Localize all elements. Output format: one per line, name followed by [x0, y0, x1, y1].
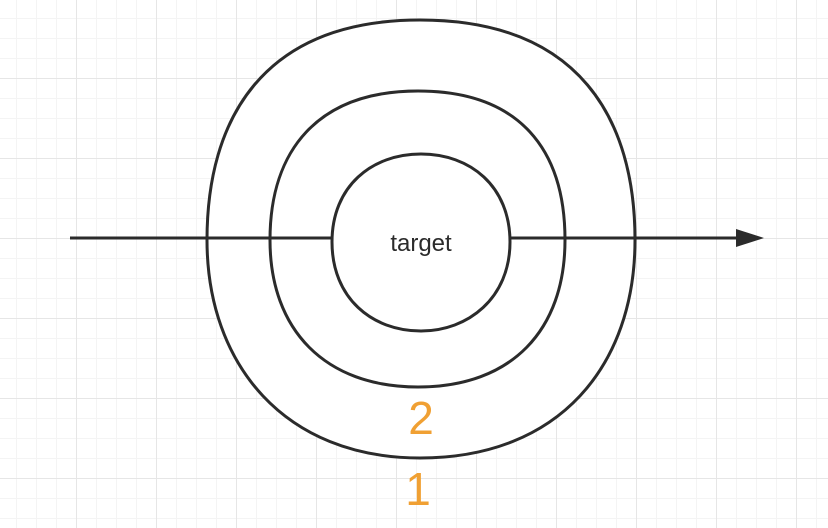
- inner-circle: [330, 152, 512, 333]
- ring-label-2: 2: [408, 392, 434, 444]
- target-label: target: [390, 230, 452, 257]
- arrowhead-icon: [736, 229, 764, 247]
- arrow: [70, 229, 764, 247]
- rings: [205, 18, 637, 460]
- ring-label-1: 1: [405, 463, 431, 515]
